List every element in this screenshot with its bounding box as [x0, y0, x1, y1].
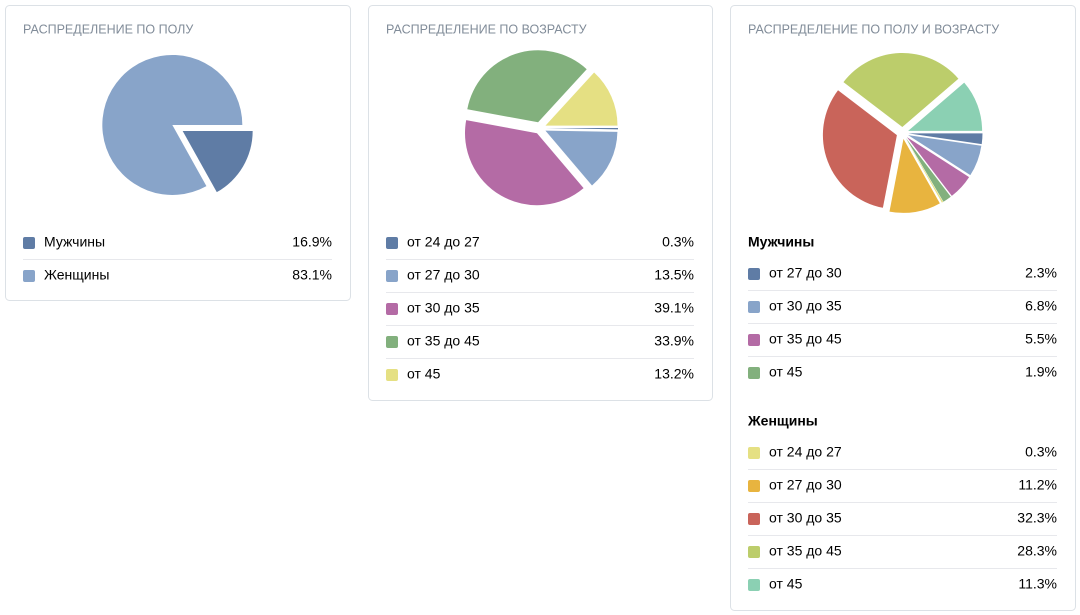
legend-swatch: [748, 480, 760, 492]
legend-label: от 35 до 45: [407, 333, 480, 349]
legend-swatch: [748, 367, 760, 379]
pie-slice: [905, 138, 944, 203]
card: [730, 5, 1076, 611]
legend-value: 2.3%: [1025, 265, 1057, 281]
pie-slice: [905, 137, 951, 202]
legend-label: от 45: [769, 364, 803, 380]
pie-slice: [545, 128, 618, 130]
pie-slice: [843, 53, 959, 128]
legend-label: от 30 до 35: [769, 510, 842, 526]
pie-slice: [545, 130, 618, 186]
legend-label: от 45: [407, 366, 441, 382]
card-title: РАСПРЕДЕЛЕНИЕ ПО ПОЛУ: [23, 22, 193, 36]
pie-slice: [467, 50, 587, 123]
legend-value: 28.3%: [1017, 543, 1057, 559]
legend-swatch: [748, 447, 760, 459]
legend-value: 0.3%: [662, 234, 694, 250]
legend-label: от 30 до 35: [407, 300, 480, 316]
legend-label: Мужчины: [44, 234, 105, 250]
legend-label: от 27 до 30: [769, 265, 842, 281]
legend-label: от 35 до 45: [769, 543, 842, 559]
legend-label: от 24 до 27: [407, 234, 480, 250]
legend-value: 13.2%: [654, 366, 694, 382]
legend-swatch: [386, 369, 398, 381]
legend-swatch: [23, 237, 35, 249]
group-heading: Мужчины: [748, 234, 814, 250]
pie-slice: [102, 54, 243, 195]
pie-slice: [545, 72, 618, 126]
pie-slice: [889, 138, 940, 213]
legend-value: 16.9%: [292, 234, 332, 250]
legend-label: от 35 до 45: [769, 331, 842, 347]
legend-swatch: [386, 336, 398, 348]
legend-label: от 24 до 27: [769, 444, 842, 460]
legend-value: 0.3%: [1025, 444, 1057, 460]
legend-value: 83.1%: [292, 267, 332, 283]
legend-swatch: [23, 270, 35, 282]
legend-value: 11.2%: [1018, 477, 1057, 493]
legend-value: 11.3%: [1018, 576, 1057, 592]
card-title: РАСПРЕДЕЛЕНИЕ ПО ВОЗРАСТУ: [386, 22, 587, 36]
legend-label: от 27 до 30: [769, 477, 842, 493]
pie-slice: [908, 133, 983, 145]
legend-value: 5.5%: [1025, 331, 1057, 347]
pie-slice: [822, 90, 897, 208]
legend-swatch: [748, 513, 760, 525]
legend-swatch: [748, 546, 760, 558]
legend-value: 13.5%: [654, 267, 694, 283]
legend-swatch: [386, 270, 398, 282]
legend-value: 32.3%: [1017, 510, 1057, 526]
legend-label: Женщины: [44, 267, 109, 283]
pie-slice: [908, 82, 983, 131]
legend-label: от 27 до 30: [407, 267, 480, 283]
legend-swatch: [748, 579, 760, 591]
legend-swatch: [748, 334, 760, 346]
group-heading: Женщины: [747, 413, 818, 429]
pie-slice: [906, 137, 970, 196]
pie-slice: [908, 135, 982, 176]
legend-value: 33.9%: [654, 333, 694, 349]
legend-label: от 45: [769, 576, 803, 592]
pie-slice: [182, 131, 253, 193]
legend-swatch: [386, 303, 398, 315]
legend-label: от 30 до 35: [769, 298, 842, 314]
legend-value: 6.8%: [1025, 298, 1057, 314]
legend-value: 1.9%: [1025, 364, 1057, 380]
legend-swatch: [748, 268, 760, 280]
legend-value: 39.1%: [654, 300, 694, 316]
legend-swatch: [748, 301, 760, 313]
pie-slice: [464, 120, 584, 206]
legend-swatch: [386, 237, 398, 249]
card-title: РАСПРЕДЕЛЕНИЕ ПО ПОЛУ И ВОЗРАСТУ: [748, 22, 999, 36]
